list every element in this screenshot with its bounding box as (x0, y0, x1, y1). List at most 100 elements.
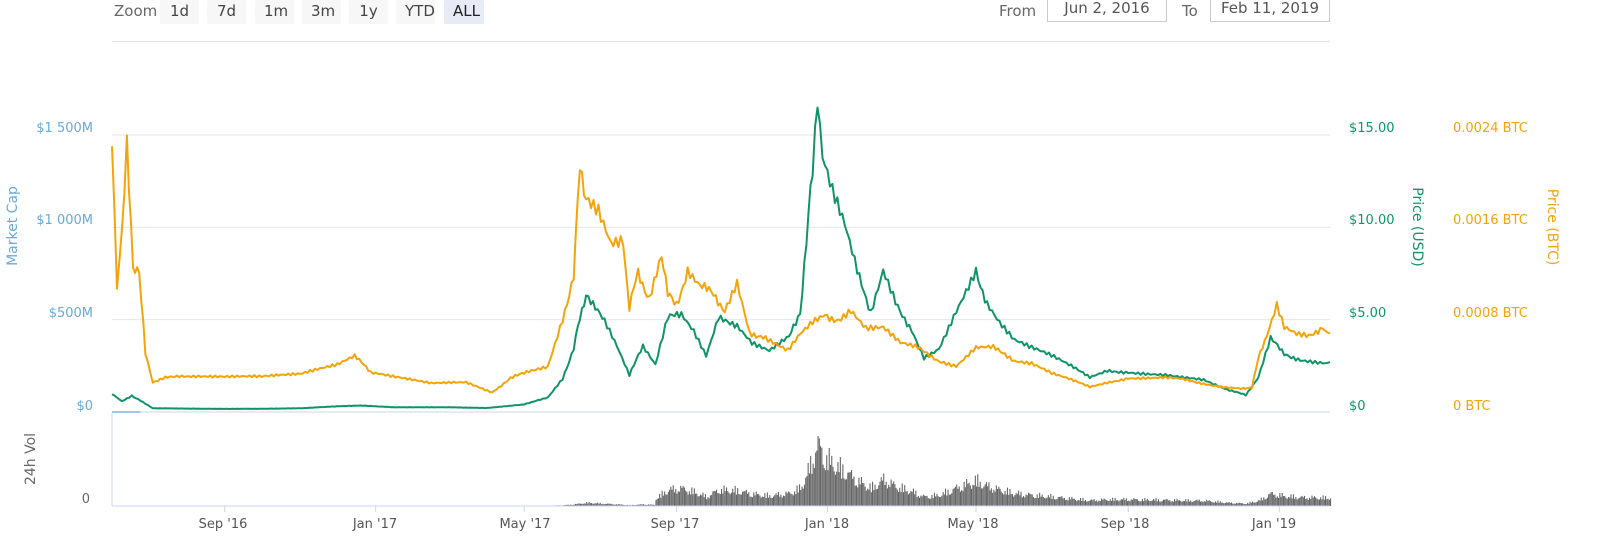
volume-bar (1228, 501, 1230, 506)
volume-bar (936, 493, 938, 506)
zoom-ytd-button[interactable]: YTD (396, 0, 435, 24)
volume-bar (800, 490, 802, 506)
volume-bar (805, 477, 807, 506)
volume-bar (1041, 494, 1043, 506)
volume-bar (1200, 501, 1202, 506)
volume-bar (588, 502, 590, 506)
volume-bar (858, 477, 860, 506)
volume-bar (948, 494, 950, 506)
volume-bar (640, 504, 642, 506)
volume-bar (797, 492, 799, 506)
volume-bar (929, 498, 931, 506)
volume-bar (1232, 503, 1234, 506)
zoom-1y-button[interactable]: 1y (349, 0, 388, 24)
volume-bar (576, 504, 578, 506)
volume-bar (703, 497, 705, 506)
market-cap-axis-title: Market Cap (5, 186, 21, 266)
volume-bar (1156, 501, 1158, 506)
volume-bar (756, 494, 758, 506)
volume-bar (614, 504, 616, 506)
volume-bar (1226, 502, 1228, 506)
volume-bar (1026, 495, 1028, 506)
volume-bar (664, 491, 666, 506)
volume-bar (964, 487, 966, 506)
volume-bar (1125, 498, 1127, 506)
volume-bar (768, 497, 770, 506)
volume-bar (598, 503, 600, 506)
volume-bar (680, 485, 682, 506)
volume-bar (734, 485, 736, 506)
zoom-3m-button[interactable]: 3m (302, 0, 341, 24)
volume-bar (1318, 499, 1320, 506)
volume-bar (674, 492, 676, 506)
volume-bar (1216, 502, 1218, 506)
volume-bar (1268, 494, 1270, 506)
price-usd-tick-10: $10.00 (1349, 213, 1395, 228)
volume-bar (807, 463, 809, 506)
volume-bar (890, 479, 892, 506)
price-btc-tick-0024: 0.0024 BTC (1453, 121, 1528, 136)
volume-bar (1141, 498, 1143, 506)
volume-bar (786, 493, 788, 506)
zoom-all-button[interactable]: ALL (444, 0, 484, 24)
volume-bar (1039, 492, 1041, 506)
volume-bar (644, 504, 646, 506)
volume-bar (742, 491, 744, 506)
volume-bar (837, 462, 839, 506)
volume-bar (932, 498, 934, 506)
volume-bar (1264, 499, 1266, 506)
zoom-1d-button[interactable]: 1d (160, 0, 199, 24)
volume-bar (1273, 494, 1275, 506)
volume-bar (843, 478, 845, 506)
volume-bar (920, 495, 922, 506)
volume-bar (1086, 501, 1088, 506)
volume-bar (620, 504, 622, 506)
volume-bar (1072, 498, 1074, 506)
range-toolbar: Zoom 1d 7d 1m 3m 1y YTD ALL From To (0, 0, 1600, 40)
volume-bar (942, 492, 944, 506)
volume-bar (1221, 502, 1223, 506)
volume-bar (716, 489, 718, 506)
volume-bar (1229, 503, 1231, 506)
volume-bar (682, 485, 684, 506)
volume-bar (881, 480, 883, 506)
volume-bar (718, 493, 720, 506)
from-date-input[interactable] (1047, 0, 1167, 22)
volume-bar (898, 491, 900, 506)
to-date-input[interactable] (1210, 0, 1330, 22)
volume-bar (1190, 500, 1192, 506)
volume-bar (963, 481, 965, 506)
volume-bar (943, 494, 945, 506)
volume-bar (998, 486, 1000, 506)
volume-bar (1289, 497, 1291, 506)
zoom-1m-button[interactable]: 1m (255, 0, 294, 24)
volume-bar (984, 484, 986, 506)
volume-bar (777, 492, 779, 506)
volume-bar (1238, 502, 1240, 506)
volume-bar (1052, 495, 1054, 506)
volume-bar (1208, 500, 1210, 506)
zoom-7d-button[interactable]: 7d (207, 0, 246, 24)
volume-bar (631, 504, 633, 506)
volume-bar (930, 498, 932, 506)
volume-bar (1247, 502, 1249, 506)
volume-bar (1089, 500, 1091, 506)
volume-bar (1132, 499, 1134, 506)
volume-bar (904, 485, 906, 506)
volume-bar (941, 495, 943, 506)
volume-bar (1242, 503, 1244, 506)
volume-bar (1119, 500, 1121, 506)
volume-bar (827, 470, 829, 506)
volume-bar (769, 495, 771, 506)
volume-bar (781, 497, 783, 506)
volume-bar (1193, 501, 1195, 506)
volume-bar (1097, 501, 1099, 506)
volume-bar (1315, 497, 1317, 506)
volume-bar (1235, 503, 1237, 506)
volume-bar (1018, 490, 1020, 506)
volume-bar (978, 486, 980, 506)
volume-bar (815, 452, 817, 506)
volume-bar (1195, 500, 1197, 506)
volume-bar (994, 491, 996, 506)
grid-lines (112, 134, 1330, 413)
